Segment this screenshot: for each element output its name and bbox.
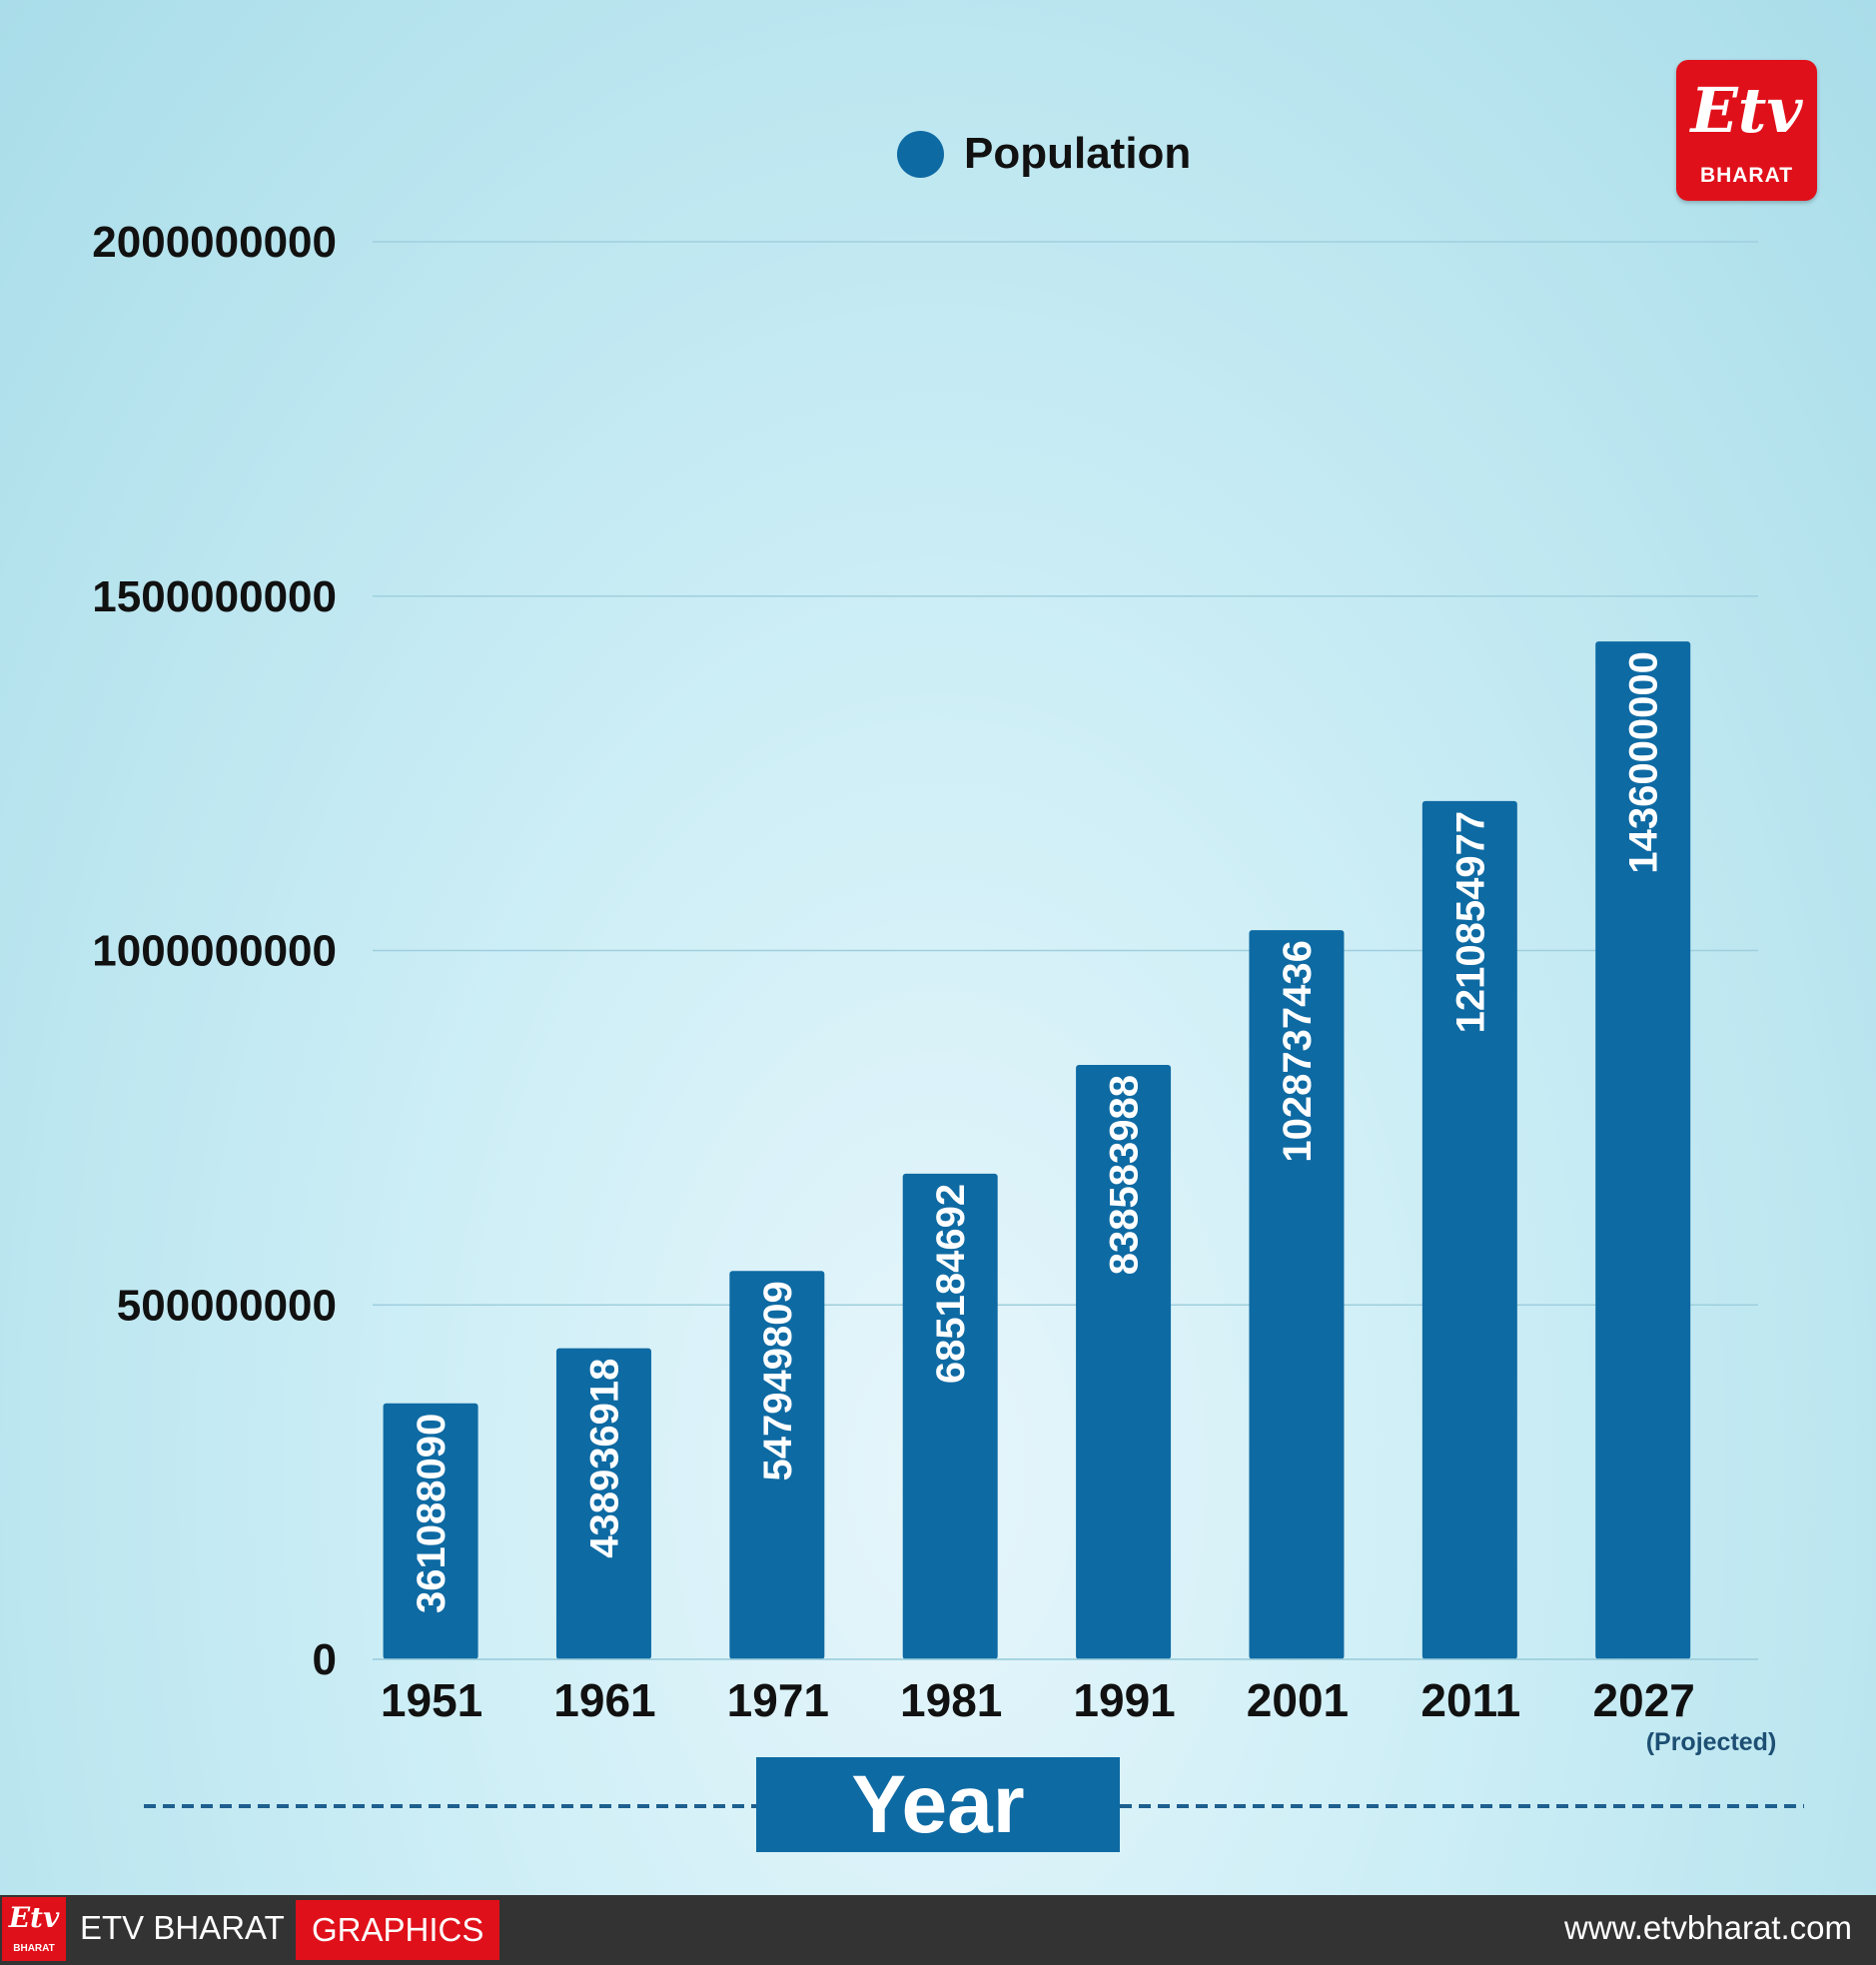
bar [1595, 641, 1691, 1659]
x-tick-label: 2001 [1247, 1674, 1349, 1726]
y-tick-label: 500000000 [117, 1281, 337, 1330]
footer-logo: Etv BHARAT [2, 1897, 66, 1961]
y-tick-label: 1000000000 [92, 927, 337, 976]
bar [1076, 1065, 1172, 1659]
x-tick-label: 1951 [381, 1674, 482, 1726]
logo-brand-text: BHARAT [1699, 164, 1794, 187]
data-label: 838583988 [1103, 1075, 1147, 1275]
bar [1421, 800, 1517, 1659]
data-label: 1210854977 [1448, 811, 1492, 1033]
x-axis-title: Year [756, 1757, 1120, 1852]
x-tick-label: 1991 [1073, 1674, 1175, 1726]
bar [729, 1271, 825, 1659]
legend-dot-icon [897, 130, 944, 178]
footer-logo-mark: Etv [8, 1901, 60, 1934]
x-tick-label: 1981 [900, 1674, 1002, 1726]
footer-website-link[interactable]: www.etvbharat.com [1564, 1909, 1852, 1946]
data-label: 361088090 [410, 1414, 454, 1613]
bar [383, 1403, 478, 1659]
chart-legend: Population [897, 128, 1191, 180]
x-tick-label: 2027 [1593, 1674, 1695, 1726]
data-label: 547949809 [756, 1281, 800, 1480]
x-tick-label: 2011 [1420, 1674, 1520, 1726]
etv-bharat-logo: Etv BHARAT [1676, 60, 1817, 201]
y-tick-label: 0 [313, 1635, 337, 1684]
data-label: 438936918 [582, 1359, 626, 1558]
footer-brand: ETV BHARAT [80, 1909, 285, 1946]
data-label: 685184692 [929, 1184, 973, 1384]
y-tick-label: 1500000000 [92, 572, 337, 621]
footer-graphics-tag: GRAPHICS [296, 1900, 500, 1960]
x-tick-label: 1971 [727, 1674, 829, 1726]
legend-label: Population [964, 129, 1192, 178]
x-tick-label: 1961 [553, 1674, 655, 1726]
bar [902, 1173, 998, 1659]
bar [1249, 930, 1345, 1659]
bar [555, 1348, 651, 1659]
footer-bar: Etv BHARAT ETV BHARAT GRAPHICS www.etvbh… [0, 1895, 1876, 1965]
projected-annotation: (Projected) [1645, 1728, 1777, 1756]
y-tick-label: 2000000000 [92, 218, 337, 267]
footer-logo-brand: BHARAT [13, 1943, 55, 1954]
logo-mark: Etv [1690, 74, 1803, 147]
data-label: 1028737436 [1276, 940, 1320, 1162]
data-label: 1436000000 [1622, 651, 1666, 873]
